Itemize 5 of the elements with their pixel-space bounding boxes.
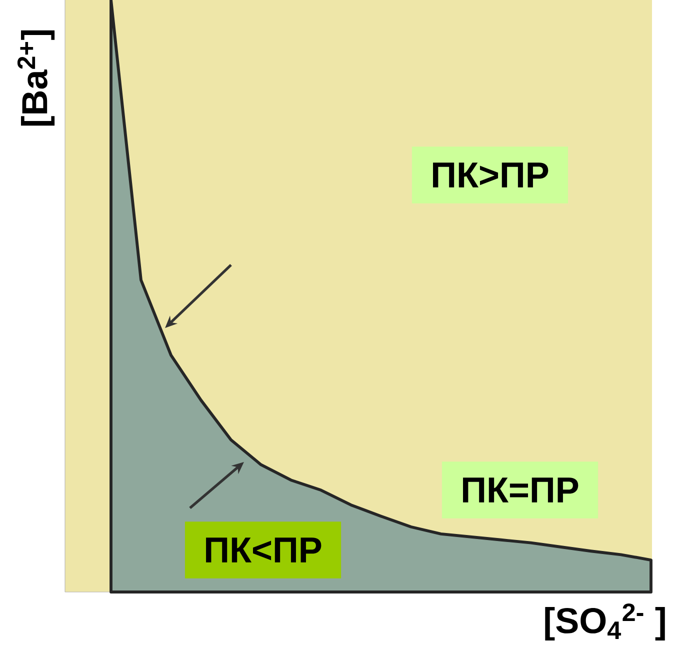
annotation: ПК=ПР — [463, 478, 578, 502]
y-axis-title: [Ba$^{2+}$] — [17, 30, 55, 126]
x-axis-title: [SO$_{4}$$^{2-}$ ] — [545, 603, 665, 641]
annotation: ПК>ПР — [433, 162, 548, 188]
annotation: ПК<ПР — [206, 538, 322, 562]
